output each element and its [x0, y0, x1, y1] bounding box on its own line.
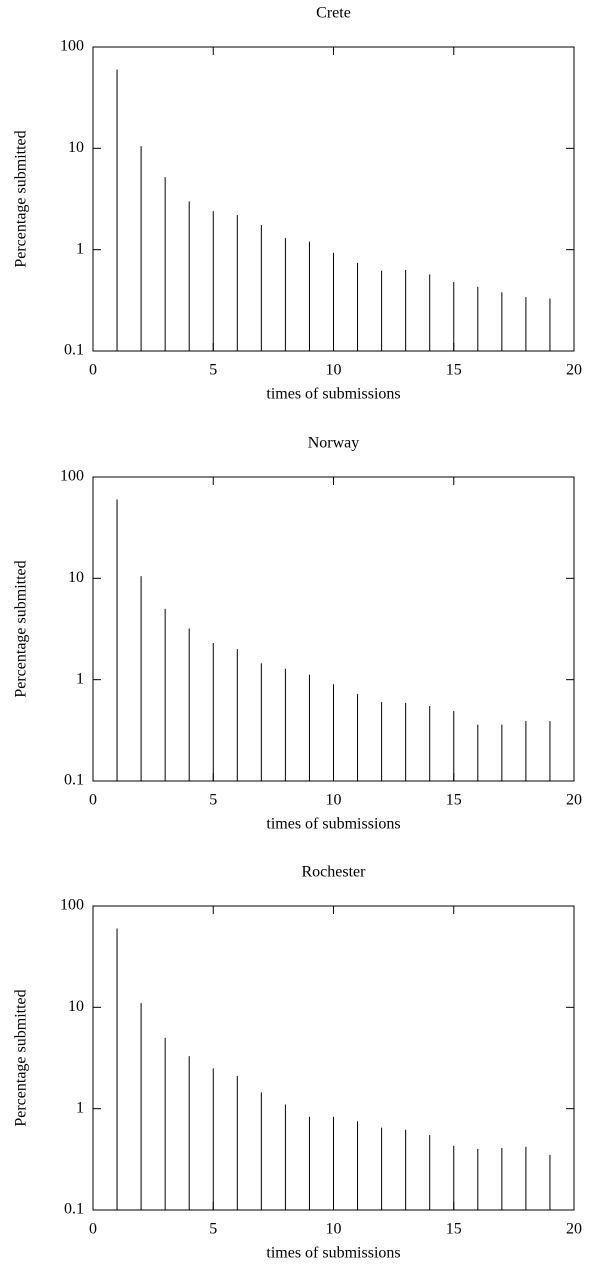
y-tick-label: 100 — [60, 897, 84, 914]
y-axis-label: Percentage submitted — [13, 130, 30, 267]
x-tick-label: 10 — [326, 362, 342, 379]
y-tick-label: 0.1 — [64, 342, 84, 359]
chart-title: Rochester — [302, 864, 367, 881]
y-tick-label: 10 — [68, 139, 84, 156]
x-tick-label: 0 — [89, 362, 97, 379]
x-tick-label: 20 — [566, 1221, 582, 1238]
y-tick-label: 10 — [68, 569, 84, 586]
x-tick-label: 15 — [446, 362, 462, 379]
y-tick-label: 0.1 — [64, 772, 84, 789]
x-tick-label: 20 — [566, 362, 582, 379]
x-tick-label: 5 — [209, 362, 217, 379]
x-tick-label: 5 — [209, 792, 217, 809]
y-tick-label: 100 — [60, 38, 84, 55]
x-tick-label: 10 — [326, 792, 342, 809]
x-tick-label: 0 — [89, 1221, 97, 1238]
x-axis-label: times of submissions — [266, 386, 400, 403]
x-tick-label: 15 — [446, 1221, 462, 1238]
chart-title: Crete — [316, 5, 351, 22]
x-tick-label: 5 — [209, 1221, 217, 1238]
y-tick-label: 10 — [68, 998, 84, 1015]
y-tick-label: 1 — [76, 1099, 84, 1116]
x-tick-label: 10 — [326, 1221, 342, 1238]
x-axis-label: times of submissions — [266, 1245, 400, 1262]
y-axis-label: Percentage submitted — [13, 560, 30, 697]
x-tick-label: 15 — [446, 792, 462, 809]
y-tick-label: 1 — [76, 240, 84, 257]
chart-title: Norway — [308, 435, 360, 452]
x-axis-label: times of submissions — [266, 816, 400, 833]
x-tick-label: 0 — [89, 792, 97, 809]
y-axis-label: Percentage submitted — [13, 989, 30, 1126]
y-tick-label: 0.1 — [64, 1201, 84, 1218]
y-tick-label: 100 — [60, 468, 84, 485]
x-tick-label: 20 — [566, 792, 582, 809]
y-tick-label: 1 — [76, 670, 84, 687]
